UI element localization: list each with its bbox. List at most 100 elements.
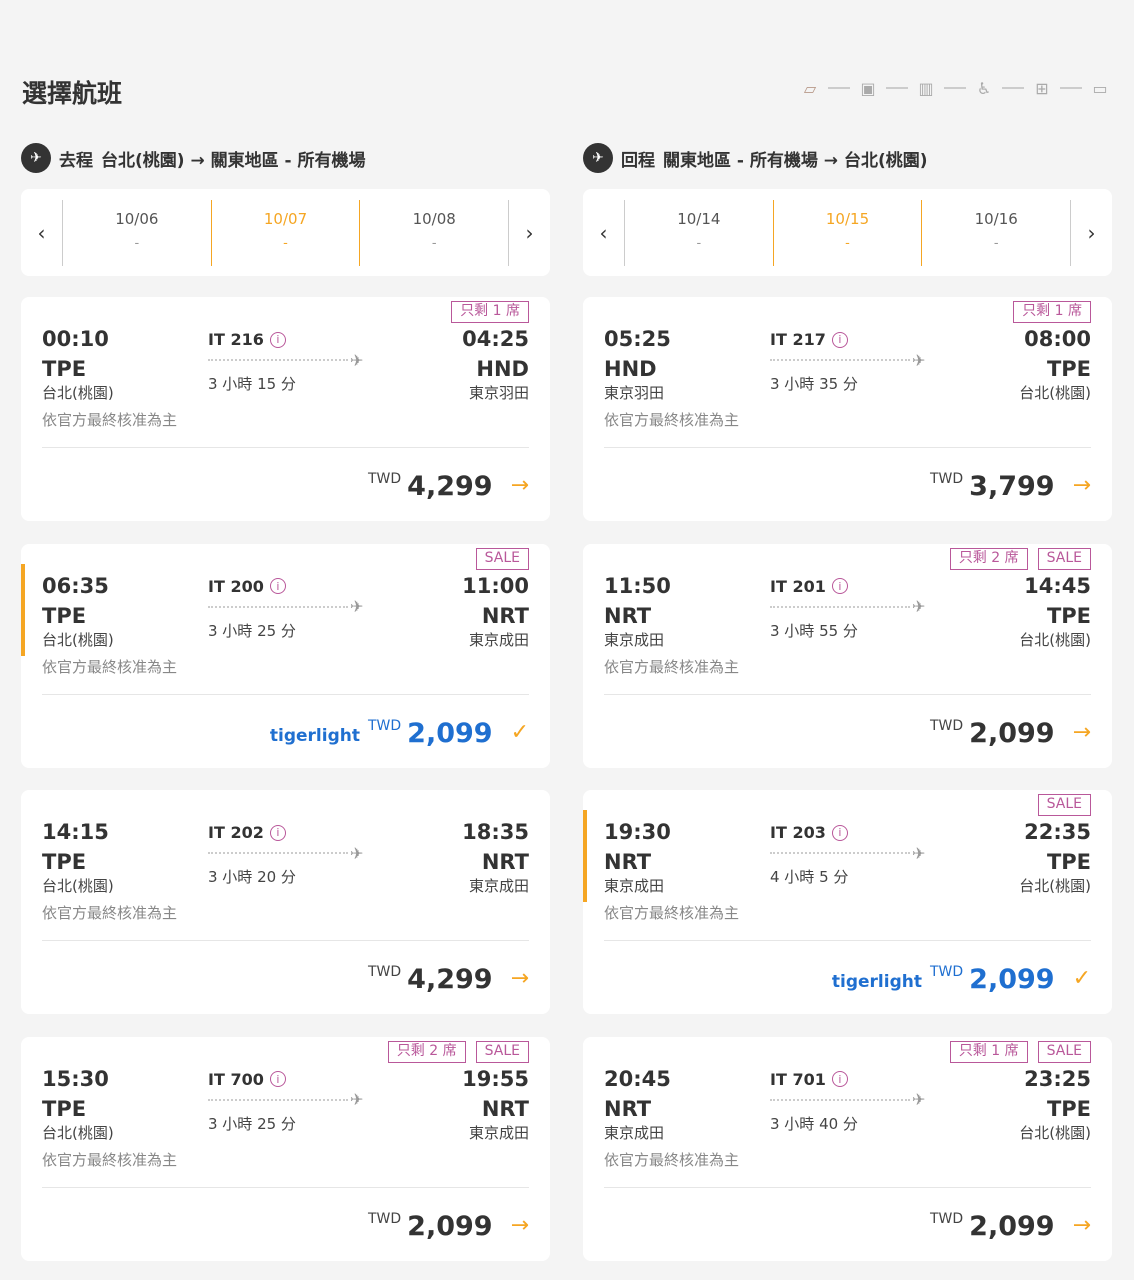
date-option[interactable]: 10/14 - [624, 199, 773, 266]
divider [42, 940, 529, 941]
arrow-right-icon[interactable]: → [1072, 1212, 1091, 1238]
date-option[interactable]: 10/06 - [62, 199, 211, 266]
baggage-icon: ▥ [918, 78, 934, 98]
departure-city: 台北(桃園) [42, 877, 114, 895]
flight-card[interactable]: SALE 19:30 NRT 東京成田 依官方最終核准為主 IT 203 i ✈ … [583, 790, 1112, 1014]
date-price: - [993, 235, 999, 251]
approval-note: 依官方最終核准為主 [42, 904, 178, 922]
price-area[interactable]: TWD 2,099 → [368, 1207, 529, 1242]
info-icon[interactable]: i [831, 331, 848, 348]
date-option[interactable]: 10/16 - [921, 199, 1072, 266]
departure-city: 東京成田 [604, 1123, 665, 1142]
route-line [208, 359, 348, 361]
check-icon[interactable]: ✓ [1072, 966, 1091, 991]
date-option[interactable]: 10/07 - [210, 199, 360, 266]
flight-badge: 只剩 2 席 [949, 547, 1028, 570]
info-icon[interactable]: i [831, 1071, 848, 1087]
info-icon[interactable]: i [269, 824, 286, 841]
date-option[interactable]: 10/08 - [359, 199, 510, 266]
divider [604, 693, 1091, 695]
flight-number: IT 202 [208, 823, 264, 842]
payment-card-icon: ▭ [1092, 78, 1108, 98]
flight-info: IT 203 i ✈ 4 小時 5 分 [770, 823, 930, 887]
currency: TWD [929, 717, 964, 734]
route-line [208, 605, 348, 608]
arrival-time: 11:00 [462, 573, 529, 598]
date-option[interactable]: 10/15 - [772, 199, 922, 266]
arrow-right-icon[interactable]: → [510, 1212, 529, 1238]
badge-group: 只剩 2 席 SALE [387, 1040, 529, 1063]
departure-time: 14:15 [42, 820, 109, 844]
arrival-city: 台北(桃園) [1019, 877, 1091, 895]
price: 4,299 [407, 471, 493, 502]
prev-date-button[interactable]: ‹ [37, 220, 46, 245]
fare-brand: tigerlight [269, 725, 360, 746]
arrow-right-icon[interactable]: → [510, 966, 529, 991]
flight-card[interactable]: 只剩 2 席 SALE 11:50 NRT 東京成田 依官方最終核准為主 IT 2… [583, 543, 1112, 768]
arrival-time: 22:35 [1024, 820, 1091, 844]
departure-info: 20:45 NRT 東京成田 依官方最終核准為主 [604, 1067, 739, 1170]
price-area[interactable]: TWD 3,799 → [930, 467, 1091, 502]
price-area[interactable]: tigerlight TWD 2,099 ✓ [270, 714, 529, 749]
arrival-city: 東京成田 [468, 877, 529, 895]
flight-card[interactable]: 只剩 1 席 SALE 20:45 NRT 東京成田 依官方最終核准為主 IT 7… [583, 1036, 1112, 1261]
departure-time: 19:30 [604, 820, 671, 844]
departure-code: TPE [42, 850, 87, 874]
flight-badge: 只剩 1 席 [451, 301, 529, 323]
price-area[interactable]: tigerlight TWD 2,099 ✓ [832, 960, 1091, 995]
arrival-info: 14:45 TPE 台北(桃園) [1019, 574, 1091, 650]
price-area[interactable]: TWD 4,299 → [368, 960, 529, 995]
step-divider [886, 87, 908, 89]
info-icon[interactable]: i [831, 578, 848, 594]
plane-icon: ✈ [912, 843, 926, 863]
direction-label: 回程 [621, 150, 655, 171]
flight-number: IT 216 [208, 330, 264, 349]
step-divider [1002, 87, 1024, 89]
departure-city: 台北(桃園) [42, 630, 114, 649]
flight-card[interactable]: 只剩 2 席 SALE 15:30 TPE 台北(桃園) 依官方最終核准為主 IT… [21, 1036, 550, 1261]
next-date-button[interactable]: › [525, 220, 534, 245]
seat-icon: ♿ [976, 78, 992, 98]
flight-badge: 只剩 1 席 [949, 1040, 1028, 1063]
flight-number: IT 203 [770, 823, 826, 842]
departure-city: 台北(桃園) [42, 1123, 114, 1142]
departure-time: 11:50 [604, 573, 671, 598]
approval-note: 依官方最終核准為主 [604, 411, 740, 429]
check-icon[interactable]: ✓ [510, 719, 529, 745]
route-line [770, 359, 910, 361]
arrival-city: 東京成田 [468, 1123, 529, 1142]
price: 2,099 [407, 717, 493, 749]
info-icon[interactable]: i [831, 824, 848, 841]
date-label: 10/16 [974, 209, 1018, 228]
flight-card[interactable]: 只剩 1 席 05:25 HND 東京羽田 依官方最終核准為主 IT 217 i … [583, 297, 1112, 521]
outbound-column: ✈ 去程 台北(桃園) → 關東地區 - 所有機場 ‹ 10/06 - 10/0… [21, 140, 550, 1261]
departure-code: HND [604, 357, 657, 381]
price: 2,099 [407, 1210, 493, 1242]
step-divider [944, 87, 966, 89]
next-date-button[interactable]: › [1087, 220, 1096, 245]
arrow-right-icon[interactable]: → [1072, 473, 1091, 498]
date-price: - [845, 235, 850, 251]
price-area[interactable]: TWD 4,299 → [368, 467, 529, 502]
price-area[interactable]: TWD 2,099 → [930, 714, 1091, 749]
date-label: 10/14 [677, 209, 721, 228]
plane-icon: ✈ [912, 350, 926, 370]
plane-icon: ✈ [912, 1090, 926, 1109]
date-label: 10/15 [825, 209, 870, 228]
flight-card[interactable]: 只剩 1 席 00:10 TPE 台北(桃園) 依官方最終核准為主 IT 216… [21, 297, 550, 521]
arrow-right-icon[interactable]: → [1072, 719, 1091, 745]
price: 4,299 [407, 964, 493, 995]
flight-card[interactable]: SALE 06:35 TPE 台北(桃園) 依官方最終核准為主 IT 200 i … [21, 543, 550, 768]
grid-icon: ⊞ [1035, 78, 1049, 98]
arrival-info: 11:00 NRT 東京成田 [462, 574, 529, 650]
info-icon[interactable]: i [269, 1071, 286, 1087]
step-divider [828, 87, 850, 89]
info-icon[interactable]: i [269, 578, 286, 594]
info-icon[interactable]: i [269, 331, 286, 348]
flight-badge: SALE [475, 1040, 529, 1063]
flight-number: IT 201 [770, 576, 826, 596]
prev-date-button[interactable]: ‹ [599, 220, 608, 245]
price-area[interactable]: TWD 2,099 → [930, 1207, 1091, 1242]
arrow-right-icon[interactable]: → [510, 473, 529, 498]
flight-card[interactable]: 14:15 TPE 台北(桃園) 依官方最終核准為主 IT 202 i ✈ 3 小… [21, 790, 550, 1014]
